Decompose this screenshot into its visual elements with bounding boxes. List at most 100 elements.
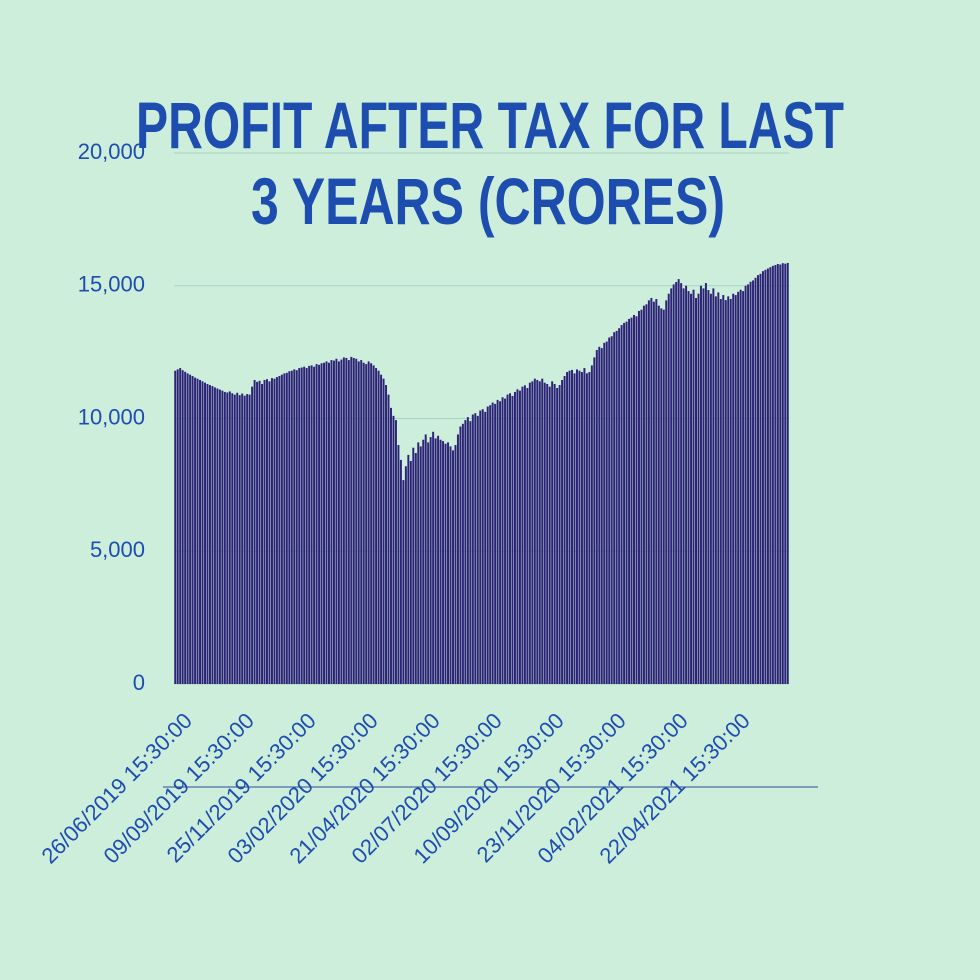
bar bbox=[479, 410, 482, 684]
y-tick-label: 20,000 bbox=[78, 139, 145, 164]
bar bbox=[675, 282, 678, 684]
bar bbox=[238, 395, 241, 684]
bar bbox=[256, 381, 259, 684]
bar bbox=[318, 364, 321, 684]
bar bbox=[372, 365, 375, 684]
bar bbox=[593, 357, 596, 684]
bar bbox=[226, 392, 229, 684]
y-tick-label: 0 bbox=[133, 670, 145, 695]
bar bbox=[174, 370, 177, 684]
bar bbox=[471, 414, 474, 684]
bar bbox=[766, 268, 769, 684]
bar bbox=[434, 438, 437, 684]
bar bbox=[419, 446, 422, 684]
bar bbox=[506, 394, 509, 684]
bar bbox=[662, 309, 665, 684]
bar bbox=[667, 293, 670, 684]
bar bbox=[345, 357, 348, 684]
bar bbox=[786, 262, 789, 684]
bar bbox=[246, 394, 249, 684]
bar bbox=[268, 381, 271, 684]
bar bbox=[610, 336, 613, 684]
bar bbox=[566, 372, 569, 684]
bar bbox=[608, 337, 611, 684]
bar bbox=[563, 376, 566, 684]
bar bbox=[647, 300, 650, 684]
bar bbox=[759, 273, 762, 684]
bar bbox=[744, 285, 747, 684]
bar bbox=[605, 341, 608, 684]
bar bbox=[536, 380, 539, 684]
bar bbox=[538, 381, 541, 684]
bar bbox=[739, 289, 742, 684]
bar bbox=[216, 388, 219, 684]
bar bbox=[447, 442, 450, 684]
bar bbox=[337, 361, 340, 684]
bar bbox=[784, 263, 787, 684]
bar bbox=[583, 368, 586, 684]
bar bbox=[305, 368, 308, 684]
bar bbox=[518, 390, 521, 684]
bar bbox=[275, 377, 278, 684]
bar bbox=[261, 383, 264, 684]
bar bbox=[327, 362, 330, 684]
bar bbox=[670, 288, 673, 684]
bar bbox=[595, 350, 598, 684]
bar bbox=[288, 371, 291, 684]
bar bbox=[263, 380, 266, 684]
bar bbox=[375, 368, 378, 684]
bar bbox=[541, 378, 544, 684]
bar bbox=[355, 358, 358, 684]
bar bbox=[399, 459, 402, 684]
bar bbox=[266, 379, 268, 684]
bar bbox=[635, 316, 638, 684]
bar bbox=[650, 297, 653, 684]
bar bbox=[412, 447, 415, 684]
bar bbox=[325, 361, 328, 684]
bar bbox=[640, 309, 643, 684]
bar bbox=[598, 346, 601, 684]
bar bbox=[236, 392, 239, 684]
bar bbox=[176, 369, 179, 684]
bar bbox=[417, 442, 420, 684]
bar bbox=[241, 393, 244, 684]
bar bbox=[771, 265, 774, 684]
bar bbox=[548, 386, 551, 684]
bar bbox=[392, 415, 395, 684]
bar bbox=[300, 367, 303, 684]
bar bbox=[335, 358, 338, 684]
bar bbox=[752, 280, 755, 684]
bar bbox=[573, 373, 576, 684]
bars-layer bbox=[174, 262, 789, 684]
bar bbox=[600, 348, 603, 684]
bar bbox=[630, 317, 633, 684]
bar bbox=[394, 420, 397, 684]
bar bbox=[340, 359, 343, 684]
bar bbox=[511, 395, 514, 684]
bar bbox=[270, 378, 273, 684]
bar bbox=[531, 381, 534, 684]
bar bbox=[742, 291, 745, 684]
bar bbox=[330, 360, 333, 684]
bar bbox=[501, 397, 504, 684]
bar bbox=[186, 373, 189, 684]
bar bbox=[201, 381, 204, 684]
bar bbox=[454, 445, 457, 684]
bar bbox=[206, 383, 209, 684]
bar bbox=[439, 439, 442, 684]
bar bbox=[523, 385, 526, 684]
bar bbox=[625, 321, 628, 684]
bar bbox=[774, 265, 777, 684]
bar bbox=[546, 383, 549, 684]
bar bbox=[543, 382, 546, 684]
bar bbox=[437, 435, 440, 684]
bar bbox=[672, 284, 675, 684]
bar bbox=[553, 383, 556, 684]
bar bbox=[189, 374, 192, 684]
bar bbox=[449, 446, 452, 684]
bar bbox=[342, 357, 345, 684]
bar bbox=[360, 360, 363, 684]
bar bbox=[692, 289, 695, 684]
bar bbox=[757, 275, 759, 684]
